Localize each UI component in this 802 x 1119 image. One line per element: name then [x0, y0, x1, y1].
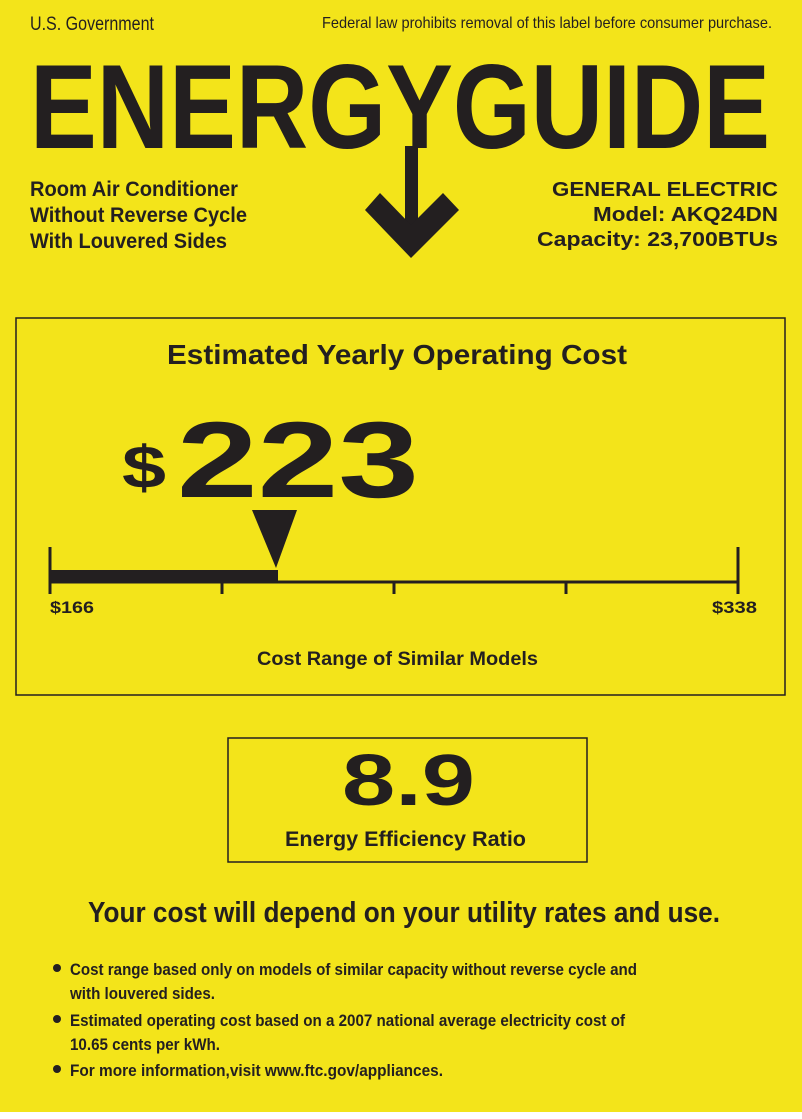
footer-bullets: Cost range based only on models of simil… — [53, 960, 637, 1080]
product-type-line: With Louvered Sides — [30, 230, 227, 253]
bullet-icon — [53, 1015, 61, 1023]
bullet-icon — [53, 1065, 61, 1073]
eer-label: Energy Efficiency Ratio — [285, 828, 526, 851]
manufacturer: GENERAL ELECTRIC — [552, 179, 778, 201]
range-caption: Cost Range of Similar Models — [257, 649, 538, 670]
efficiency-box — [227, 737, 588, 863]
product-info: GENERAL ELECTRIC Model: AKQ24DN Capacity… — [537, 179, 778, 251]
cost-box — [15, 317, 786, 696]
bullet-text: For more information,visit www.ftc.gov/a… — [70, 1061, 443, 1080]
eer-value: 8.9 — [342, 741, 475, 821]
arrow-down-icon — [365, 146, 459, 258]
yearly-cost-value: 223 — [177, 399, 419, 520]
model-number: Model: AKQ24DN — [593, 204, 778, 226]
product-type-line: Room Air Conditioner — [30, 178, 238, 201]
range-min-label: $166 — [50, 598, 94, 617]
cost-heading: Estimated Yearly Operating Cost — [167, 339, 627, 370]
footer-headline: Your cost will depend on your utility ra… — [88, 897, 720, 929]
range-max-label: $338 — [712, 598, 757, 617]
energyguide-title: ENERGYGUIDE — [30, 40, 770, 174]
scale-filled-bar — [50, 570, 278, 583]
bullet-text: 10.65 cents per kWh. — [70, 1035, 220, 1054]
bullet-text: with louvered sides. — [69, 984, 215, 1003]
cost-pointer-icon — [252, 510, 297, 568]
bullet-text: Cost range based only on models of simil… — [70, 960, 637, 979]
legal-notice: Federal law prohibits removal of this la… — [322, 15, 772, 32]
product-type: Room Air Conditioner Without Reverse Cyc… — [30, 178, 247, 253]
bullet-text: Estimated operating cost based on a 2007… — [70, 1011, 625, 1030]
cost-range-scale — [48, 510, 740, 594]
product-type-line: Without Reverse Cycle — [30, 204, 247, 227]
capacity: Capacity: 23,700BTUs — [537, 229, 778, 251]
bullet-icon — [53, 964, 61, 972]
issuer-text: U.S. Government — [30, 14, 155, 35]
currency-symbol: $ — [122, 434, 166, 501]
